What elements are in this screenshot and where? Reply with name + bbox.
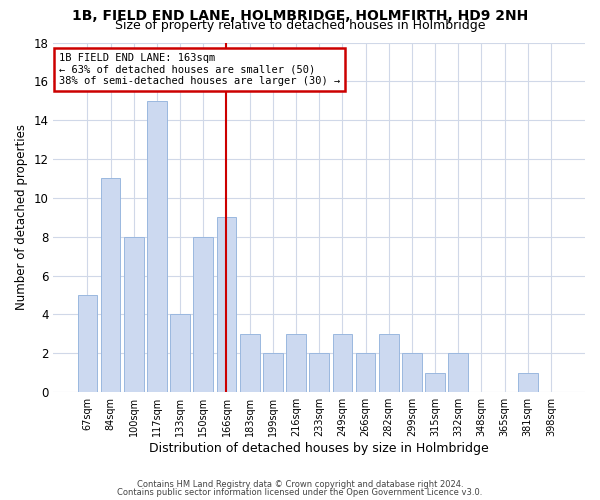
Bar — [77, 295, 97, 392]
Bar — [379, 334, 398, 392]
Bar — [286, 334, 306, 392]
Bar — [170, 314, 190, 392]
Bar — [193, 237, 213, 392]
Bar — [217, 218, 236, 392]
Bar — [332, 334, 352, 392]
Bar — [124, 237, 143, 392]
Bar — [240, 334, 260, 392]
Y-axis label: Number of detached properties: Number of detached properties — [15, 124, 28, 310]
Bar — [310, 354, 329, 392]
Text: 1B, FIELD END LANE, HOLMBRIDGE, HOLMFIRTH, HD9 2NH: 1B, FIELD END LANE, HOLMBRIDGE, HOLMFIRT… — [72, 9, 528, 23]
Bar — [147, 101, 167, 392]
Bar — [518, 373, 538, 392]
Bar — [448, 354, 468, 392]
Text: 1B FIELD END LANE: 163sqm
← 63% of detached houses are smaller (50)
38% of semi-: 1B FIELD END LANE: 163sqm ← 63% of detac… — [59, 53, 340, 86]
Bar — [356, 354, 376, 392]
X-axis label: Distribution of detached houses by size in Holmbridge: Distribution of detached houses by size … — [149, 442, 489, 455]
Bar — [101, 178, 121, 392]
Text: Size of property relative to detached houses in Holmbridge: Size of property relative to detached ho… — [115, 19, 485, 32]
Bar — [402, 354, 422, 392]
Bar — [425, 373, 445, 392]
Text: Contains HM Land Registry data © Crown copyright and database right 2024.: Contains HM Land Registry data © Crown c… — [137, 480, 463, 489]
Text: Contains public sector information licensed under the Open Government Licence v3: Contains public sector information licen… — [118, 488, 482, 497]
Bar — [263, 354, 283, 392]
